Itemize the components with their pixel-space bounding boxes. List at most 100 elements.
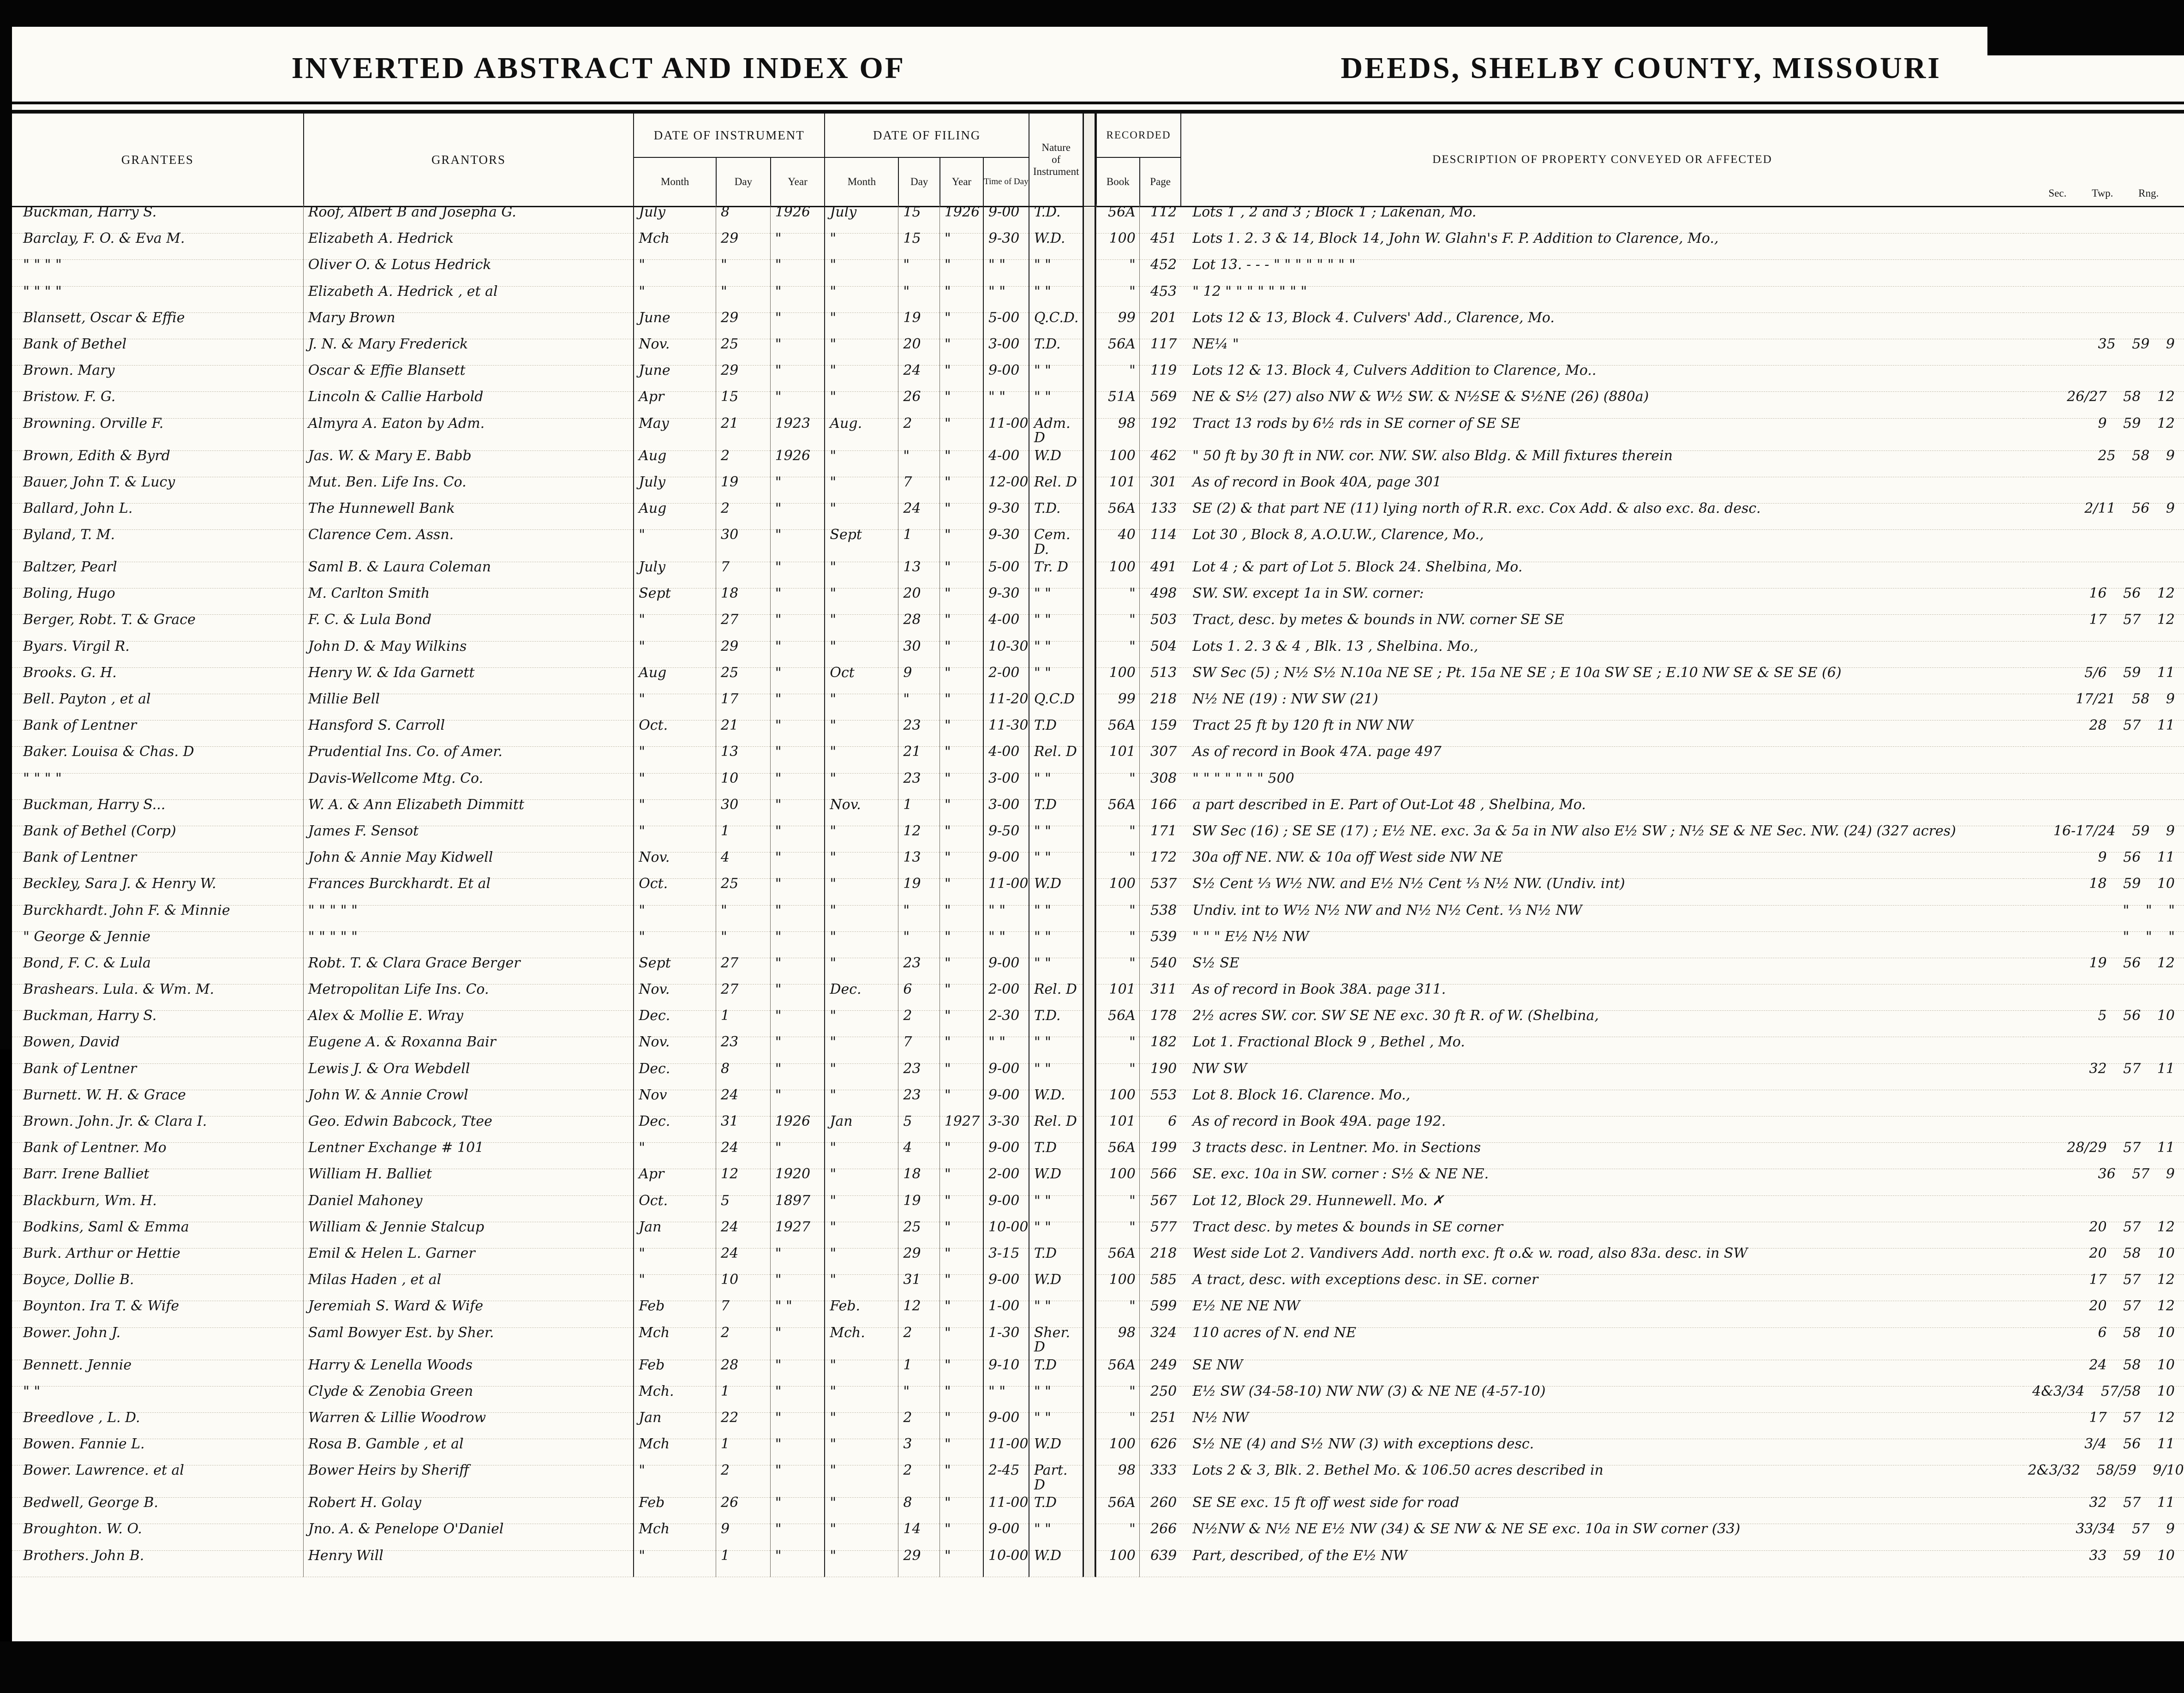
cell-page: 201 xyxy=(1139,309,1181,339)
page-spine xyxy=(1083,1524,1096,1551)
cell-instrument-year: 1897 xyxy=(770,1192,825,1222)
cell-page: 114 xyxy=(1139,527,1181,563)
cell-instrument-month: Mch. xyxy=(633,1383,716,1413)
cell-filing-day: 19 xyxy=(898,309,939,339)
cell-sec-twp-rng: 5 56 10 xyxy=(2023,1008,2184,1038)
cell-description: Lots 2 & 3, Blk. 2. Bethel Mo. & 106.50 … xyxy=(1180,1462,2023,1498)
month-label: Month xyxy=(847,176,876,187)
cell-description: " 12 " " " " " " " " xyxy=(1180,283,2023,313)
table-row: Bank of Lentner Lewis J. & Ora Webdell D… xyxy=(12,1060,2184,1090)
cell-instrument-month: Feb xyxy=(633,1495,716,1525)
cell-description: Lot 4 ; & part of Lot 5. Block 24. Shelb… xyxy=(1180,559,2023,589)
cell-grantee: Brashears. Lula. & Wm. M. xyxy=(12,981,303,1011)
cell-sec-twp-rng: 17 57 12 xyxy=(2023,1272,2184,1302)
table-row: Berger, Robt. T. & Grace F. C. & Lula Bo… xyxy=(12,612,2184,642)
header-sec-twp-rng: Sec. Twp. Rng. xyxy=(2023,114,2184,206)
cell-grantor: Oliver O. & Lotus Hedrick xyxy=(303,257,634,287)
cell-time-of-day: 1-00 xyxy=(982,1298,1029,1328)
cell-filing-year: " xyxy=(939,1383,983,1413)
cell-nature: Cem. D. xyxy=(1028,527,1083,563)
cell-filing-year: " xyxy=(939,902,983,932)
cell-sec-twp-rng: 28/29 57 11 xyxy=(2023,1140,2184,1170)
cell-sec-twp-rng: " " " xyxy=(2023,929,2184,958)
cell-instrument-month: " xyxy=(633,638,716,668)
table-row: Bank of Lentner John & Annie May Kidwell… xyxy=(12,849,2184,879)
cell-book: 100 xyxy=(1095,1436,1139,1466)
cell-grantor: Oscar & Effie Blansett xyxy=(303,362,634,392)
header-instr-year: Year xyxy=(770,158,825,206)
cell-time-of-day: " " xyxy=(982,389,1029,419)
table-row: Brooks. G. H. Henry W. & Ida Garnett Aug… xyxy=(12,664,2184,694)
cell-instrument-month: Dec. xyxy=(633,1113,716,1143)
cell-filing-year: " xyxy=(939,1409,983,1440)
title-divider-rule xyxy=(12,102,2184,112)
cell-filing-month: " xyxy=(824,1495,898,1525)
cell-instrument-month: Sept xyxy=(633,955,716,985)
cell-book: 100 xyxy=(1095,876,1139,906)
cell-time-of-day: 9-30 xyxy=(982,585,1029,615)
cell-nature: " " xyxy=(1028,283,1083,313)
cell-instrument-year: " xyxy=(770,1495,825,1525)
cell-grantee: Bell. Payton , et al xyxy=(12,691,303,721)
cell-book: " xyxy=(1095,362,1139,392)
page-spine xyxy=(1083,562,1096,589)
cell-book: 56A xyxy=(1095,1357,1139,1387)
page-spine xyxy=(1083,529,1096,563)
cell-instrument-month: May xyxy=(633,415,716,451)
cell-page: 166 xyxy=(1139,796,1181,826)
cell-grantee: Brothers. John B. xyxy=(12,1548,303,1577)
cell-time-of-day: 9-00 xyxy=(982,955,1029,985)
cell-grantee: Bodkins, Saml & Emma xyxy=(12,1219,303,1249)
cell-filing-year: " xyxy=(939,415,983,451)
cell-time-of-day: 9-00 xyxy=(982,1409,1029,1440)
cell-filing-year: " xyxy=(939,1521,983,1551)
cell-filing-month: " xyxy=(824,559,898,589)
cell-sec-twp-rng xyxy=(2023,1034,2184,1064)
page-spine xyxy=(1083,1412,1096,1440)
cell-filing-month: " xyxy=(824,500,898,530)
cell-book: 56A xyxy=(1095,1008,1139,1038)
cell-sec-twp-rng: 5/6 59 11 xyxy=(2023,665,2184,694)
cell-page: 301 xyxy=(1139,474,1181,504)
cell-instrument-year: 1926 xyxy=(770,447,825,477)
cell-filing-year: " xyxy=(939,1324,983,1360)
cell-filing-month: " xyxy=(824,1547,898,1577)
cell-page: 639 xyxy=(1139,1547,1181,1577)
cell-grantor: Elizabeth A. Hedrick xyxy=(303,230,634,260)
cell-sec-twp-rng: 17 57 12 xyxy=(2023,1410,2184,1440)
cell-instrument-day: 22 xyxy=(716,1409,770,1440)
cell-description: a part described in E. Part of Out-Lot 4… xyxy=(1180,797,2023,826)
cell-book: 56A xyxy=(1095,1245,1139,1275)
cell-nature: Adm. D xyxy=(1028,415,1083,451)
cell-filing-year: " xyxy=(939,928,983,958)
cell-instrument-day: 21 xyxy=(716,415,770,451)
table-row: Buckman, Harry S. Roof, Albert B and Jos… xyxy=(12,204,2184,234)
page-spine xyxy=(1083,1116,1096,1143)
cell-grantee: Brooks. G. H. xyxy=(12,665,303,694)
table-row: Boynton. Ira T. & Wife Jeremiah S. Ward … xyxy=(12,1298,2184,1328)
cell-filing-month: Nov. xyxy=(824,796,898,826)
cell-time-of-day: 4-00 xyxy=(982,744,1029,774)
table-row: Boyce, Dollie B. Milas Haden , et al " 1… xyxy=(12,1272,2184,1302)
cell-time-of-day: 9-10 xyxy=(982,1357,1029,1387)
cell-instrument-year: " xyxy=(770,474,825,504)
cell-nature: Rel. D xyxy=(1028,1113,1083,1143)
cell-nature: " " xyxy=(1028,822,1083,853)
cell-description: Tract, desc. by metes & bounds in NW. co… xyxy=(1180,612,2023,642)
cell-filing-day: 2 xyxy=(898,1324,939,1360)
cell-book: 51A xyxy=(1095,389,1139,419)
cell-filing-year: " xyxy=(939,447,983,477)
cell-grantee: Byland, T. M. xyxy=(12,527,303,563)
cell-instrument-year: " xyxy=(770,1087,825,1117)
cell-instrument-month: Feb xyxy=(633,1298,716,1328)
cell-filing-year: " xyxy=(939,1357,983,1387)
header-instr-month: Month xyxy=(633,158,716,206)
cell-page: 504 xyxy=(1139,638,1181,668)
cell-instrument-day: 1 xyxy=(716,1436,770,1466)
cell-instrument-month: " xyxy=(633,691,716,721)
page-spine xyxy=(1083,476,1096,504)
cell-filing-month: " xyxy=(824,770,898,800)
cell-description: Lots 12 & 13. Block 4, Culvers Addition … xyxy=(1180,362,2023,392)
cell-book: 56A xyxy=(1095,204,1139,234)
cell-filing-year: " xyxy=(939,1087,983,1117)
